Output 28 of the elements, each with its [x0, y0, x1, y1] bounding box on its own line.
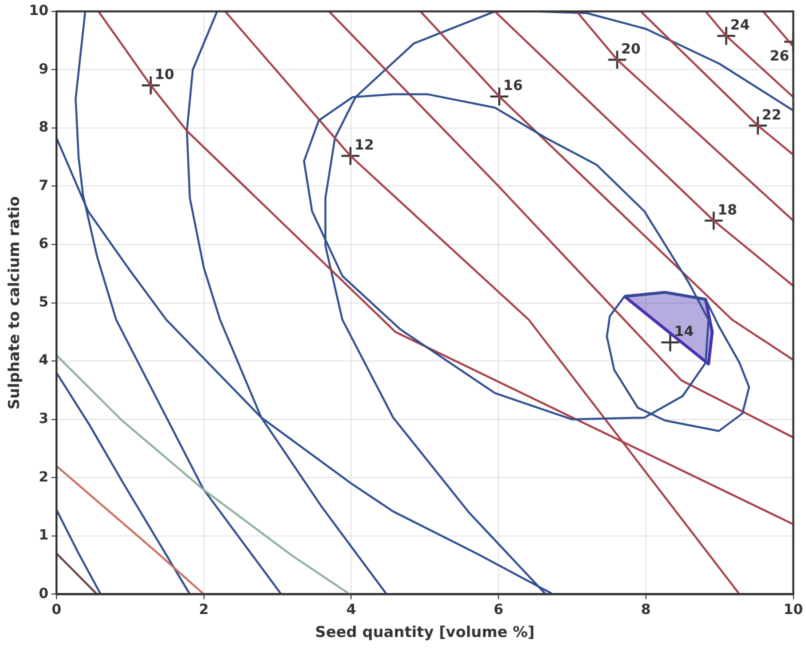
annotation: 14 [674, 324, 694, 340]
x-tick-label: 6 [494, 602, 504, 618]
annotation: 18 [718, 202, 738, 218]
x-tick-label: 0 [52, 602, 62, 618]
x-axis-title: Seed quantity [volume %] [315, 622, 535, 641]
y-tick-label: 8 [38, 120, 48, 136]
y-tick-label: 1 [38, 528, 48, 544]
y-axis-title: Sulphate to calcium ratio [4, 196, 23, 410]
y-tick-label: 4 [38, 352, 49, 369]
y-tick-label: 0 [38, 586, 49, 602]
annotation: 10 [154, 67, 175, 84]
annotation: 26 [770, 48, 790, 64]
y-tick-label: 6 [38, 236, 48, 252]
x-tick-label: 10 [784, 602, 804, 618]
annotation: 20 [621, 41, 641, 58]
x-tick-label: 2 [198, 602, 209, 618]
annotation: 24 [730, 18, 750, 34]
annotation: 22 [762, 107, 782, 124]
annotation: 12 [354, 138, 374, 154]
y-tick-label: 5 [38, 294, 48, 310]
y-tick-label: 9 [38, 61, 48, 78]
y-tick-label: 7 [38, 178, 48, 194]
y-tick-label: 3 [38, 411, 48, 427]
annotation: 16 [503, 78, 523, 94]
y-tick-label: 2 [38, 469, 48, 486]
y-tick-label: 10 [29, 3, 49, 20]
x-tick-label: 4 [346, 602, 356, 618]
x-tick-label: 8 [641, 602, 651, 618]
